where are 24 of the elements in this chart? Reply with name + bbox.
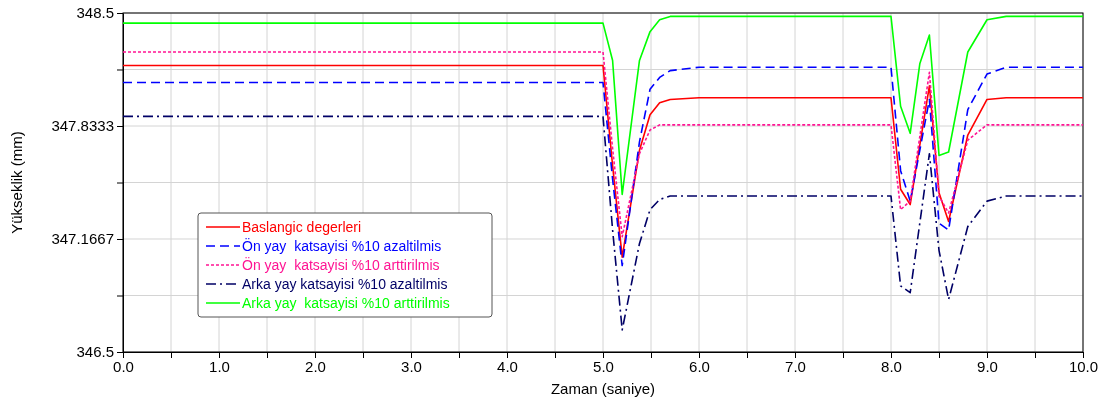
x-tick-label: 1.0 — [209, 357, 230, 375]
y-axis-title: Yükseklik (mm) — [8, 131, 25, 234]
x-tick-label: 9.0 — [977, 357, 998, 375]
x-tick-label: 3.0 — [401, 357, 422, 375]
x-tick-label: 10.0 — [1068, 357, 1099, 375]
x-tick-label: 6.0 — [689, 357, 710, 375]
legend-label: Arka yay katsayisi %10 azaltilmis — [242, 276, 448, 292]
x-tick-label: 4.0 — [497, 357, 518, 375]
x-axis-title: Zaman (saniye) — [550, 380, 656, 397]
y-tick-label: 346.5 — [76, 343, 114, 361]
y-tick-label: 347.8333 — [51, 117, 114, 135]
legend-label: Arka yay katsayisi %10 arttirilmis — [242, 295, 450, 311]
y-tick-label: 347.1667 — [51, 230, 114, 248]
legend-label: Ön yay katsayisi %10 azaltilmis — [242, 237, 442, 254]
x-tick-label: 8.0 — [881, 357, 902, 375]
line-series — [122, 115, 1084, 331]
x-tick-label: 7.0 — [785, 357, 806, 375]
legend-label: Baslangic degerleri — [242, 219, 362, 235]
line-series — [122, 51, 1084, 238]
x-tick-label: 0.0 — [113, 357, 134, 375]
y-tick-label: 348.5 — [76, 4, 114, 22]
x-tick-label: 2.0 — [305, 357, 326, 375]
x-tick-label: 5.0 — [593, 357, 614, 375]
legend-label: Ön yay katsayisi %10 arttirilmis — [242, 256, 440, 273]
